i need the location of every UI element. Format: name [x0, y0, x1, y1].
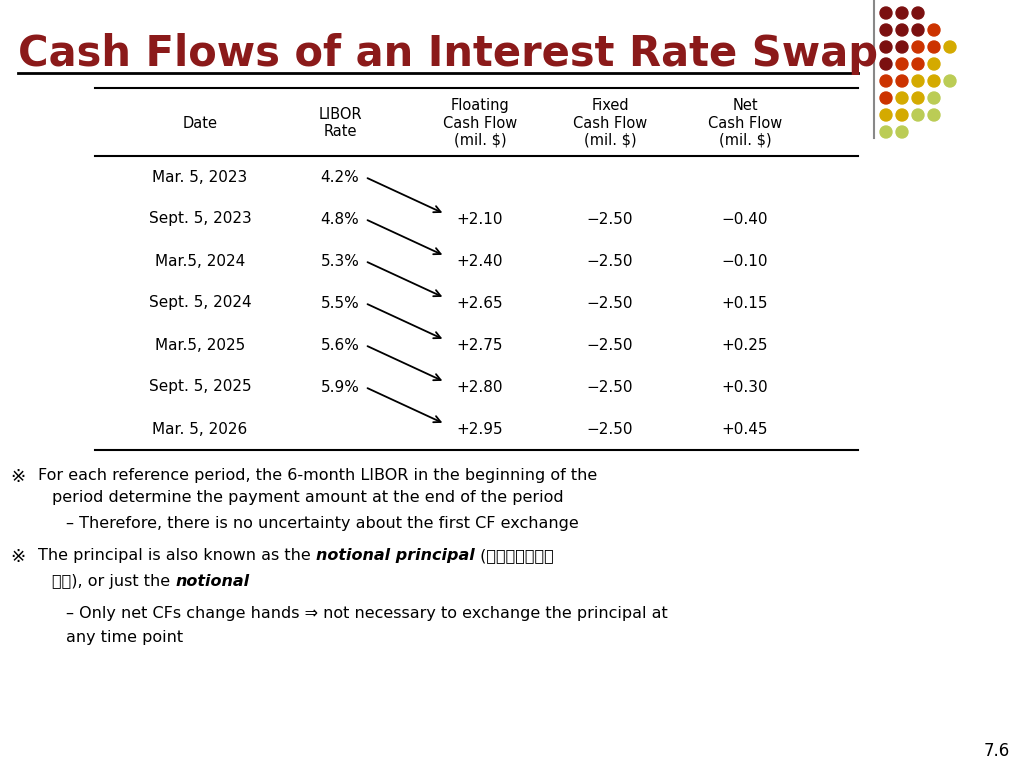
Text: +2.10: +2.10	[457, 211, 503, 227]
Text: Cash Flows of an Interest Rate Swap: Cash Flows of an Interest Rate Swap	[18, 33, 879, 75]
Text: notional: notional	[175, 574, 250, 589]
Circle shape	[928, 109, 940, 121]
Text: −2.50: −2.50	[587, 211, 633, 227]
Circle shape	[944, 75, 956, 87]
Circle shape	[880, 92, 892, 104]
Text: −2.50: −2.50	[587, 422, 633, 436]
Circle shape	[880, 75, 892, 87]
Text: – Only net CFs change hands ⇒ not necessary to exchange the principal at: – Only net CFs change hands ⇒ not necess…	[66, 606, 668, 621]
Circle shape	[912, 75, 924, 87]
Text: Sept. 5, 2024: Sept. 5, 2024	[148, 296, 251, 310]
Text: Mar. 5, 2023: Mar. 5, 2023	[153, 170, 248, 184]
Text: −2.50: −2.50	[587, 296, 633, 310]
Text: +0.45: +0.45	[722, 422, 768, 436]
Circle shape	[912, 58, 924, 70]
Circle shape	[880, 24, 892, 36]
Text: +2.75: +2.75	[457, 337, 503, 353]
Text: ※: ※	[10, 468, 26, 486]
Circle shape	[912, 41, 924, 53]
Text: Mar. 5, 2026: Mar. 5, 2026	[153, 422, 248, 436]
Text: ※: ※	[10, 548, 26, 566]
Circle shape	[896, 24, 908, 36]
Text: +0.30: +0.30	[722, 379, 768, 395]
Text: 5.6%: 5.6%	[321, 337, 359, 353]
Circle shape	[944, 41, 956, 53]
Text: +2.80: +2.80	[457, 379, 503, 395]
Circle shape	[912, 24, 924, 36]
Text: notional principal: notional principal	[315, 548, 475, 563]
Text: 4.2%: 4.2%	[321, 170, 359, 184]
Text: −0.10: −0.10	[722, 253, 768, 269]
Text: 5.9%: 5.9%	[321, 379, 359, 395]
Circle shape	[880, 58, 892, 70]
Circle shape	[896, 109, 908, 121]
Circle shape	[880, 41, 892, 53]
Text: Date: Date	[182, 115, 217, 131]
Circle shape	[880, 126, 892, 138]
Circle shape	[928, 41, 940, 53]
Text: 5.3%: 5.3%	[321, 253, 359, 269]
Text: LIBOR
Rate: LIBOR Rate	[318, 107, 361, 139]
Circle shape	[880, 7, 892, 19]
Circle shape	[928, 75, 940, 87]
Text: 5.5%: 5.5%	[321, 296, 359, 310]
Text: +0.25: +0.25	[722, 337, 768, 353]
Text: −2.50: −2.50	[587, 337, 633, 353]
Text: Net
Cash Flow
(mil. $): Net Cash Flow (mil. $)	[708, 98, 782, 148]
Circle shape	[896, 92, 908, 104]
Text: +2.40: +2.40	[457, 253, 503, 269]
Text: 4.8%: 4.8%	[321, 211, 359, 227]
Text: Sept. 5, 2023: Sept. 5, 2023	[148, 211, 251, 227]
Circle shape	[912, 92, 924, 104]
Text: Mar.5, 2025: Mar.5, 2025	[155, 337, 245, 353]
Text: −0.40: −0.40	[722, 211, 768, 227]
Text: +2.65: +2.65	[457, 296, 504, 310]
Text: +0.15: +0.15	[722, 296, 768, 310]
Circle shape	[896, 41, 908, 53]
Text: Fixed
Cash Flow
(mil. $): Fixed Cash Flow (mil. $)	[572, 98, 647, 148]
Circle shape	[912, 109, 924, 121]
Text: any time point: any time point	[66, 630, 183, 645]
Text: Floating
Cash Flow
(mil. $): Floating Cash Flow (mil. $)	[442, 98, 517, 148]
Text: For each reference period, the 6-month LIBOR in the beginning of the: For each reference period, the 6-month L…	[38, 468, 597, 483]
Circle shape	[880, 109, 892, 121]
Circle shape	[912, 7, 924, 19]
Text: – Therefore, there is no uncertainty about the first CF exchange: – Therefore, there is no uncertainty abo…	[66, 516, 579, 531]
Text: −2.50: −2.50	[587, 253, 633, 269]
Text: The principal is also known as the: The principal is also known as the	[38, 548, 315, 563]
Text: −2.50: −2.50	[587, 379, 633, 395]
Text: period determine the payment amount at the end of the period: period determine the payment amount at t…	[52, 490, 563, 505]
Text: Sept. 5, 2025: Sept. 5, 2025	[148, 379, 251, 395]
Circle shape	[896, 7, 908, 19]
Circle shape	[896, 126, 908, 138]
Circle shape	[928, 92, 940, 104]
Text: 本金), or just the: 本金), or just the	[52, 574, 175, 589]
Circle shape	[928, 24, 940, 36]
Text: +2.95: +2.95	[457, 422, 504, 436]
Circle shape	[928, 58, 940, 70]
Circle shape	[896, 58, 908, 70]
Text: (名義本金或名目: (名義本金或名目	[475, 548, 553, 563]
Text: 7.6: 7.6	[984, 742, 1010, 760]
Circle shape	[896, 75, 908, 87]
Text: Mar.5, 2024: Mar.5, 2024	[155, 253, 245, 269]
